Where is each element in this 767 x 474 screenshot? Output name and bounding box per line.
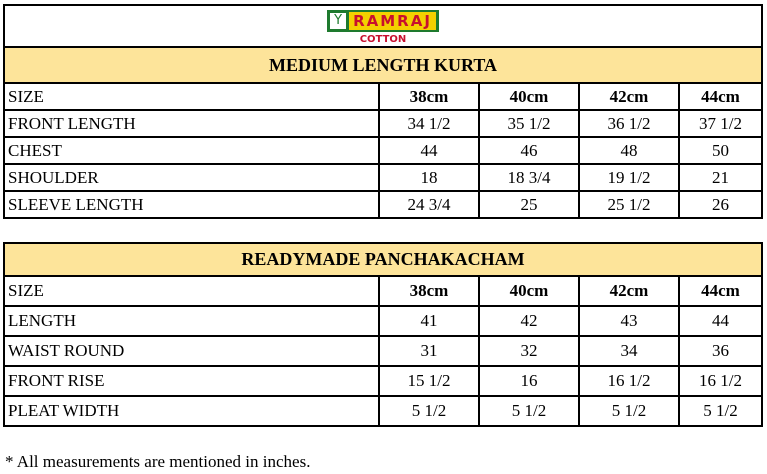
table-row: FRONT LENGTH 34 1/2 35 1/2 36 1/2 37 1/2 bbox=[3, 109, 763, 138]
footnote: * All measurements are mentioned in inch… bbox=[5, 452, 311, 471]
header-row: SIZE 38cm 40cm 42cm 44cm bbox=[3, 275, 763, 307]
cell: 44cm bbox=[678, 275, 763, 307]
cell: 5 1/2 bbox=[578, 395, 680, 427]
row-label: LENGTH bbox=[3, 305, 380, 337]
logo-cell: Y RAMRAJ COTTON bbox=[3, 4, 763, 48]
cell: 31 bbox=[378, 335, 480, 367]
cell: 36 1/2 bbox=[578, 109, 680, 138]
row-label: PLEAT WIDTH bbox=[3, 395, 380, 427]
cell: 42 bbox=[478, 305, 580, 337]
cell: 5 1/2 bbox=[378, 395, 480, 427]
cell: 19 1/2 bbox=[578, 163, 680, 192]
cell: 40cm bbox=[478, 275, 580, 307]
row-label: FRONT LENGTH bbox=[3, 109, 380, 138]
cell: 48 bbox=[578, 136, 680, 165]
cell: 25 1/2 bbox=[578, 190, 680, 219]
cell: 18 3/4 bbox=[478, 163, 580, 192]
table-title: MEDIUM LENGTH KURTA bbox=[3, 46, 763, 84]
panchakacham-size-table: READYMADE PANCHAKACHAM SIZE 38cm 40cm 42cm 4… bbox=[3, 242, 763, 427]
cell: 35 1/2 bbox=[478, 109, 580, 138]
cell: 16 1/2 bbox=[578, 365, 680, 397]
cell: 37 1/2 bbox=[678, 109, 763, 138]
cell: 38cm bbox=[378, 275, 480, 307]
table-row: FRONT RISE 15 1/2 16 16 1/2 16 1/2 bbox=[3, 365, 763, 397]
cell: 16 bbox=[478, 365, 580, 397]
cell: 44 bbox=[378, 136, 480, 165]
table-title: READYMADE PANCHAKACHAM bbox=[3, 242, 763, 277]
row-label: SHOULDER bbox=[3, 163, 380, 192]
cell: 44cm bbox=[678, 82, 763, 111]
cell: 18 bbox=[378, 163, 480, 192]
cell: 25 bbox=[478, 190, 580, 219]
table-row: WAIST ROUND 31 32 34 36 bbox=[3, 335, 763, 367]
table-row: SHOULDER 18 18 3/4 19 1/2 21 bbox=[3, 163, 763, 192]
cell: 42cm bbox=[578, 275, 680, 307]
cell: 32 bbox=[478, 335, 580, 367]
row-label: SIZE bbox=[3, 82, 380, 111]
cell: 5 1/2 bbox=[478, 395, 580, 427]
row-label: CHEST bbox=[3, 136, 380, 165]
row-label: FRONT RISE bbox=[3, 365, 380, 397]
row-label: SIZE bbox=[3, 275, 380, 307]
row-label: SLEEVE LENGTH bbox=[3, 190, 380, 219]
table-row: PLEAT WIDTH 5 1/2 5 1/2 5 1/2 5 1/2 bbox=[3, 395, 763, 427]
cell: 15 1/2 bbox=[378, 365, 480, 397]
cell: 21 bbox=[678, 163, 763, 192]
cell: 42cm bbox=[578, 82, 680, 111]
table-row: LENGTH 41 42 43 44 bbox=[3, 305, 763, 337]
cell: 36 bbox=[678, 335, 763, 367]
header-row: SIZE 38cm 40cm 42cm 44cm bbox=[3, 82, 763, 111]
kurta-size-table: Y RAMRAJ COTTON MEDIUM LENGTH KURTA SIZE 3… bbox=[3, 4, 763, 219]
cell: 40cm bbox=[478, 82, 580, 111]
cell: 50 bbox=[678, 136, 763, 165]
table-row: CHEST 44 46 48 50 bbox=[3, 136, 763, 165]
table-row: SLEEVE LENGTH 24 3/4 25 25 1/2 26 bbox=[3, 190, 763, 219]
tree-icon: Y bbox=[330, 13, 347, 29]
cell: 24 3/4 bbox=[378, 190, 480, 219]
cell: 34 1/2 bbox=[378, 109, 480, 138]
cell: 5 1/2 bbox=[678, 395, 763, 427]
row-label: WAIST ROUND bbox=[3, 335, 380, 367]
cell: 38cm bbox=[378, 82, 480, 111]
ramraj-logo: Y RAMRAJ bbox=[327, 10, 439, 32]
cell: 34 bbox=[578, 335, 680, 367]
cell: 46 bbox=[478, 136, 580, 165]
cell: 41 bbox=[378, 305, 480, 337]
logo-subtitle: COTTON bbox=[359, 34, 407, 45]
cell: 26 bbox=[678, 190, 763, 219]
cell: 43 bbox=[578, 305, 680, 337]
cell: 44 bbox=[678, 305, 763, 337]
cell: 16 1/2 bbox=[678, 365, 763, 397]
